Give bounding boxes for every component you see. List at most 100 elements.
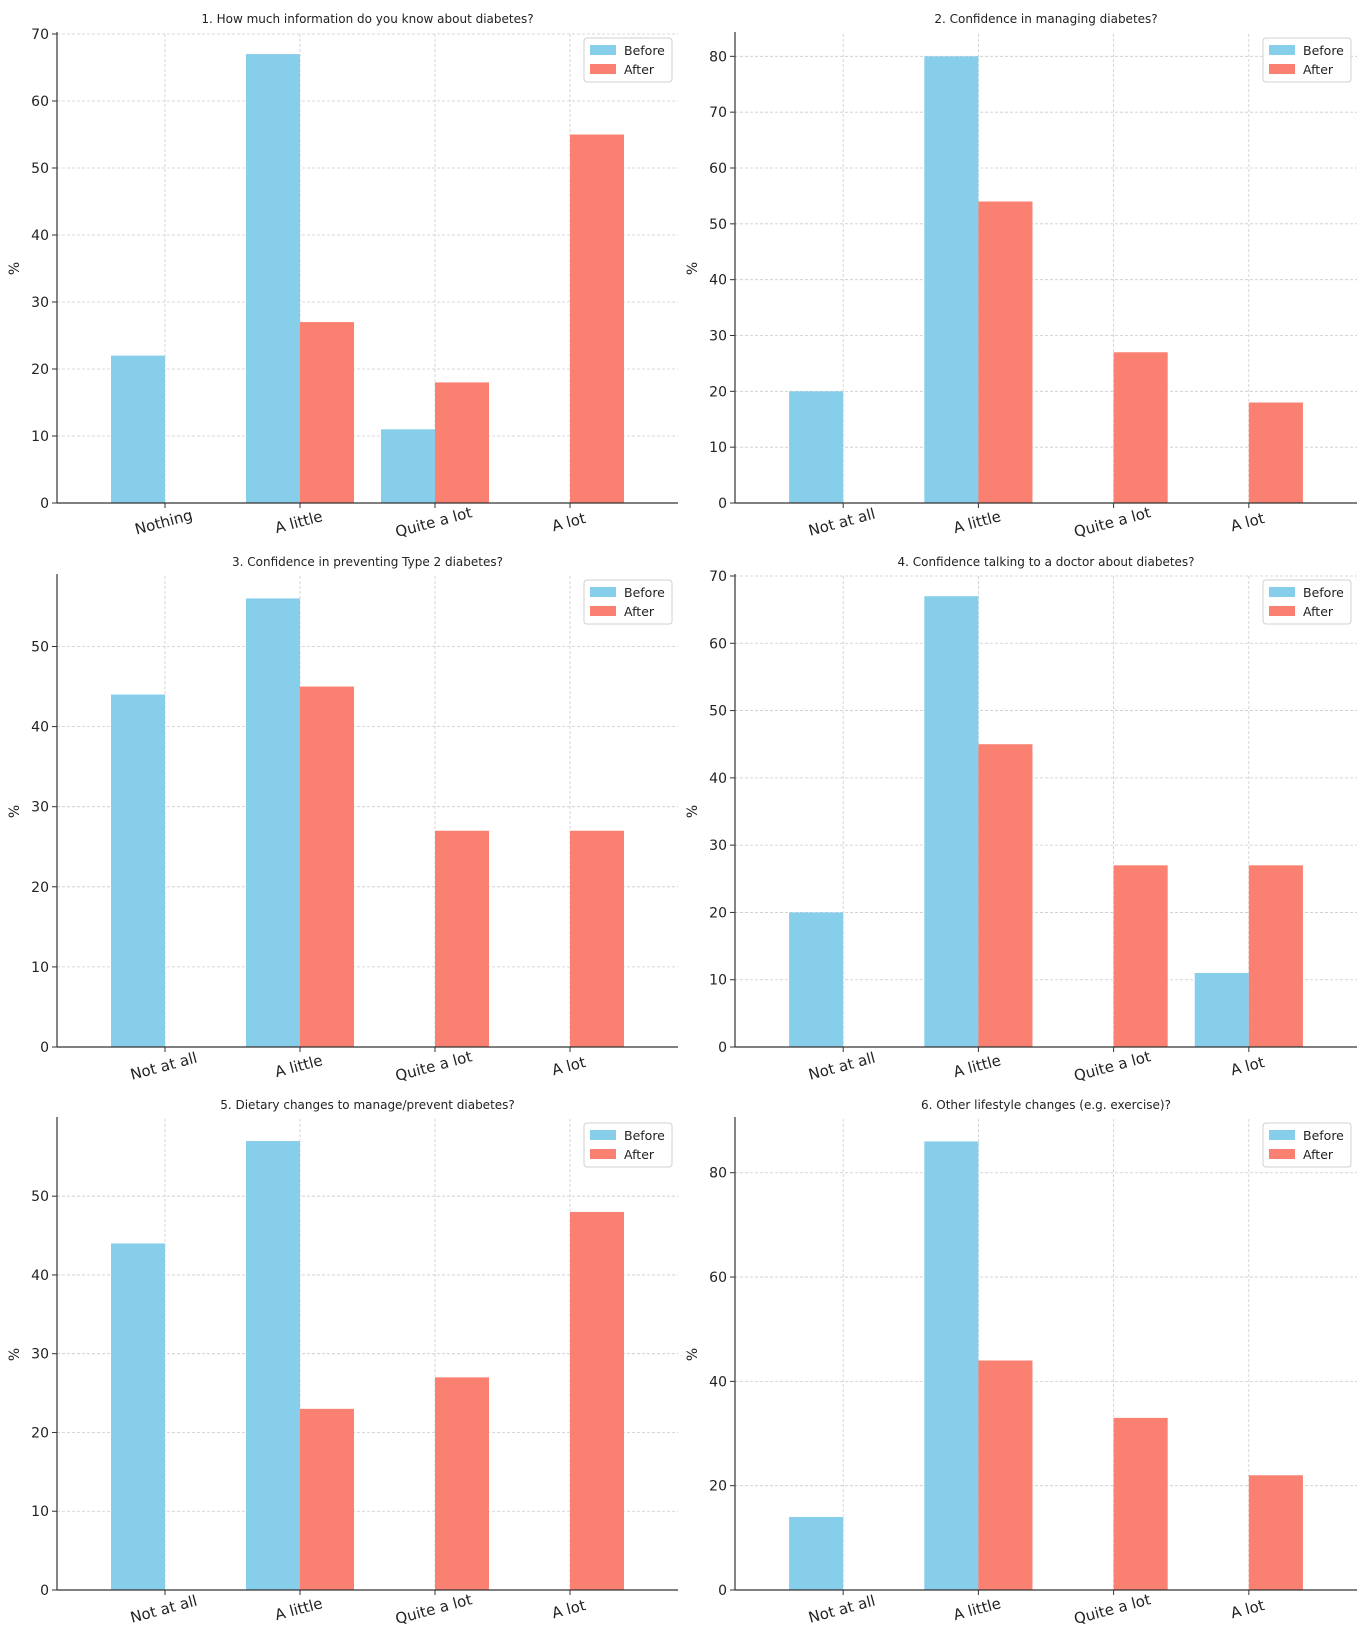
bar-after-2 [300, 686, 354, 1047]
chart-panel-2: 0 10 20 30 40 50 60 70 80 Not at all A little Quite… [685, 12, 1357, 541]
x-tick-label: Quite a lot [1072, 1047, 1153, 1085]
y-tick-label: 30 [709, 838, 727, 854]
bar-before-2 [246, 598, 300, 1047]
y-tick-label: 10 [31, 1504, 49, 1520]
x-tick-label: Not at all [807, 1049, 878, 1084]
x-tick-label: Nothing [133, 506, 195, 539]
y-tick-label: 30 [31, 295, 49, 311]
x-tick-label: Quite a lot [1072, 503, 1153, 541]
x-tick-label: Not at all [128, 1049, 199, 1084]
y-tick-label: 20 [709, 384, 727, 400]
y-tick-label: 60 [709, 1270, 727, 1286]
chart-panel-4: 0 10 20 30 40 50 60 70 Not at all A little Quite a… [685, 555, 1357, 1085]
bar-after-3 [1113, 865, 1168, 1047]
y-axis-label: % [7, 805, 23, 818]
x-tick-label: A lot [550, 1053, 588, 1079]
x-tick-label: Not at all [128, 1592, 199, 1627]
x-tick-label: A little [951, 1594, 1003, 1624]
y-tick-label: 10 [31, 960, 49, 976]
bar-before-1 [111, 355, 165, 503]
x-tick-label: A lot [550, 509, 588, 535]
x-tick-label: A little [273, 507, 325, 537]
x-tick-label: Not at all [807, 505, 878, 540]
x-tick-label: A little [273, 1594, 325, 1624]
bar-before-2 [924, 1141, 979, 1590]
bar-before-2 [924, 56, 979, 503]
bar-after-2 [978, 744, 1033, 1047]
bar-after-4 [1248, 402, 1303, 503]
bar-after-4 [570, 1211, 624, 1590]
legend-swatch-after [1269, 64, 1295, 74]
legend-label-after: After [1303, 1147, 1334, 1162]
legend-label-after: After [624, 62, 655, 77]
y-tick-label: 10 [31, 429, 49, 445]
y-tick-label: 10 [709, 440, 727, 456]
y-tick-label: 20 [709, 905, 727, 921]
y-tick-label: 0 [40, 1583, 49, 1599]
y-tick-label: 70 [31, 27, 49, 43]
legend-swatch-after [590, 606, 616, 616]
bar-after-4 [570, 830, 624, 1047]
chart-title: 4. Confidence talking to a doctor about … [897, 555, 1194, 569]
legend-label-before: Before [624, 43, 665, 58]
legend-swatch-before [590, 45, 616, 55]
x-tick-label: A lot [1229, 1053, 1267, 1079]
legend-swatch-before [1269, 587, 1295, 597]
y-tick-label: 30 [31, 1347, 49, 1363]
bar-after-4 [1248, 1475, 1303, 1590]
chart-title: 3. Confidence in preventing Type 2 diabe… [232, 555, 503, 569]
y-tick-label: 40 [31, 1268, 49, 1284]
x-tick-label: Quite a lot [393, 1047, 474, 1085]
x-tick-label: A lot [1229, 509, 1267, 535]
legend-swatch-after [590, 1149, 616, 1159]
y-tick-label: 50 [31, 161, 49, 177]
y-tick-label: 20 [709, 1479, 727, 1495]
bar-before-1 [789, 391, 844, 503]
x-tick-label: A lot [1229, 1596, 1267, 1622]
y-tick-label: 20 [31, 362, 49, 378]
y-tick-label: 30 [31, 800, 49, 816]
legend-label-after: After [624, 1147, 655, 1162]
y-tick-label: 20 [31, 880, 49, 896]
legend-swatch-before [1269, 45, 1295, 55]
y-tick-label: 50 [31, 639, 49, 655]
bar-after-2 [300, 322, 354, 503]
bar-before-2 [246, 54, 300, 503]
bar-before-1 [111, 1243, 165, 1590]
bar-before-1 [789, 912, 844, 1047]
y-tick-label: 50 [31, 1189, 49, 1205]
y-tick-label: 50 [709, 217, 727, 233]
bar-after-3 [1113, 1417, 1168, 1590]
y-tick-label: 60 [709, 636, 727, 652]
bar-before-1 [111, 694, 165, 1047]
chart-panel-6: 0 20 40 60 80 Not at all A little Quite a lot A … [685, 1098, 1357, 1628]
chart-title: 6. Other lifestyle changes (e.g. exercis… [921, 1098, 1171, 1112]
legend-label-after: After [1303, 62, 1334, 77]
legend-label-before: Before [624, 585, 665, 600]
bar-after-3 [435, 382, 489, 503]
legend-label-before: Before [1303, 585, 1344, 600]
bar-before-2 [924, 596, 979, 1047]
y-tick-label: 10 [709, 973, 727, 989]
x-tick-label: Quite a lot [393, 1590, 474, 1628]
bar-after-4 [1248, 865, 1303, 1047]
bar-after-2 [978, 201, 1033, 503]
x-tick-label: Not at all [807, 1592, 878, 1627]
y-tick-label: 40 [31, 720, 49, 736]
chart-title: 5. Dietary changes to manage/prevent dia… [220, 1098, 515, 1112]
y-tick-label: 50 [709, 704, 727, 720]
legend-label-after: After [1303, 604, 1334, 619]
y-tick-label: 70 [709, 105, 727, 121]
bar-after-2 [978, 1360, 1033, 1590]
legend-swatch-before [1269, 1130, 1295, 1140]
y-tick-label: 60 [709, 161, 727, 177]
y-axis-label: % [685, 262, 701, 275]
legend-swatch-after [1269, 606, 1295, 616]
bar-before-4 [1194, 972, 1249, 1047]
chart-panel-3: 0 10 20 30 40 50 Not at all A little Quite a lot… [7, 555, 678, 1085]
y-axis-label: % [685, 805, 701, 818]
chart-panel-1: 0 10 20 30 40 50 60 70 Nothing A little Quite a lo… [7, 12, 678, 541]
y-tick-label: 0 [718, 496, 727, 512]
chart-panel-5: 0 10 20 30 40 50 Not at all A little Quite a lot… [7, 1098, 678, 1628]
chart-title: 1. How much information do you know abou… [201, 12, 533, 26]
